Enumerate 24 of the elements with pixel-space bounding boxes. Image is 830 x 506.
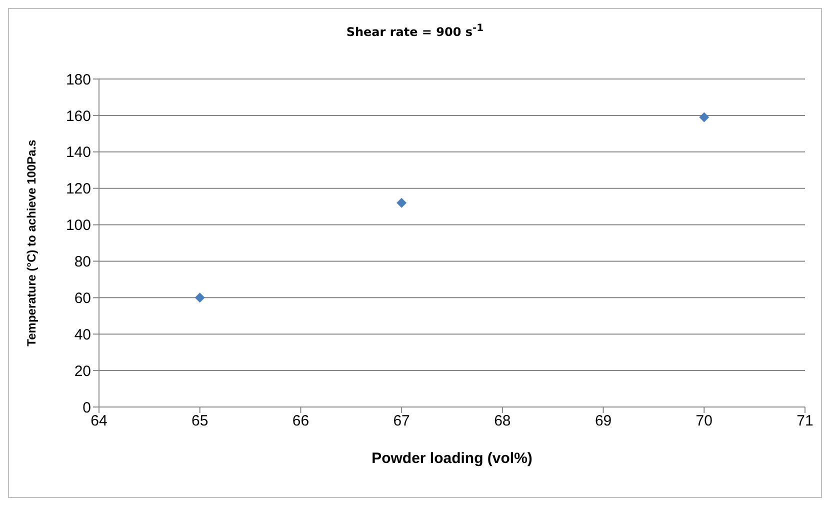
y-tick-label: 140 <box>66 144 91 162</box>
x-axis-title: Powder loading (vol%) <box>372 450 532 467</box>
x-tick-label: 70 <box>696 412 712 430</box>
x-tick-label: 71 <box>796 412 814 430</box>
y-tick-label: 120 <box>66 180 91 198</box>
point <box>194 292 205 303</box>
x-tick-label: 67 <box>393 412 410 430</box>
point <box>396 198 407 208</box>
x-tick-label: 65 <box>192 412 208 430</box>
y-tick-label: 20 <box>74 362 91 380</box>
y-tick-label: 0 <box>82 399 91 416</box>
y-tick-label: 80 <box>74 254 91 271</box>
y-tick-label: 100 <box>66 217 91 234</box>
x-tick-label: 66 <box>292 412 310 430</box>
y-axis-title: Temperature (°C) to achieve 100Pa.s <box>24 139 38 346</box>
y-tick-label: 60 <box>74 290 91 307</box>
x-tick-label: 68 <box>494 412 511 430</box>
y-tick-label: 160 <box>66 108 91 125</box>
y-tick-label: 40 <box>74 326 91 344</box>
y-tick-label: 180 <box>66 71 91 88</box>
point <box>699 112 710 122</box>
x-tick-label: 64 <box>90 412 108 430</box>
x-tick-label: 69 <box>594 412 612 430</box>
chart-title: Shear rate = 900 s$^{-1}$ <box>345 23 485 39</box>
